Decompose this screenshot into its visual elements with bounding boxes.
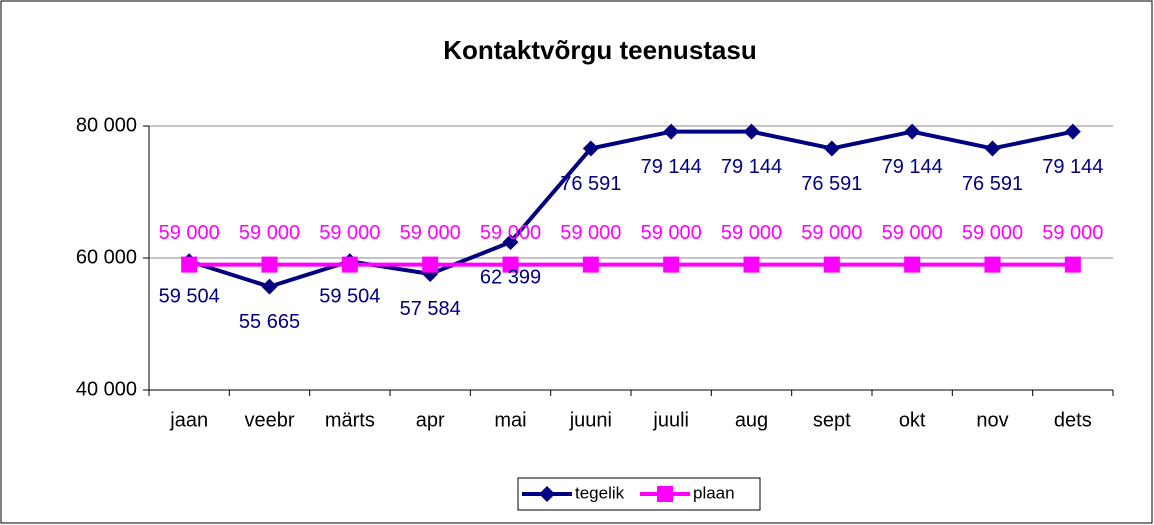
data-label: 59 000 [480,222,541,244]
data-label: 79 144 [1042,156,1103,178]
marker [181,256,198,273]
x-tick-label: märts [325,409,375,431]
legend-label: plaan [693,483,735,502]
data-label: 59 000 [159,222,220,244]
x-tick-label: dets [1054,409,1092,431]
x-tick-label: veebr [244,409,294,431]
data-label: 59 000 [801,222,862,244]
x-tick-label: sept [813,409,851,431]
x-tick-label: mai [494,409,526,431]
marker [823,256,840,273]
marker [261,256,278,273]
data-label: 59 000 [882,222,943,244]
marker [539,486,555,502]
marker [422,256,439,273]
marker [502,256,519,273]
marker [984,140,1001,157]
x-tick-label: aug [735,409,768,431]
data-label: 76 591 [962,173,1023,195]
x-tick-label: jaan [169,409,208,431]
marker [904,256,921,273]
data-label: 79 144 [882,156,943,178]
marker [341,256,358,273]
data-label: 59 000 [400,222,461,244]
data-label: 59 000 [962,222,1023,244]
data-label: 59 000 [721,222,782,244]
data-label: 59 000 [560,222,621,244]
marker [743,123,760,140]
y-tick-label: 80 000 [76,114,137,136]
marker [502,234,519,251]
x-tick-label: apr [416,409,445,431]
data-label: 59 504 [159,286,220,308]
marker [663,123,680,140]
x-tick-label: juuli [652,409,689,431]
marker [582,140,599,157]
y-tick-label: 40 000 [76,378,137,400]
data-label: 59 000 [239,222,300,244]
data-label: 76 591 [560,173,621,195]
marker [984,256,1001,273]
legend: tegelik plaan [517,477,761,511]
marker [1064,123,1081,140]
x-tick-label: juuni [569,409,612,431]
chart-title: Kontaktvõrgu teenustasu [443,35,757,65]
marker [904,123,921,140]
marker [261,278,278,295]
marker [663,256,680,273]
y-tick-label: 60 000 [76,246,137,268]
legend-label: tegelik [575,483,625,502]
marker [657,486,673,502]
data-label: 62 399 [480,266,541,288]
data-label: 55 665 [239,311,300,333]
data-label: 76 591 [801,173,862,195]
data-label: 79 144 [721,156,782,178]
data-label: 57 584 [400,298,461,320]
marker [582,256,599,273]
data-label: 59 000 [319,222,380,244]
x-tick-label: nov [976,409,1008,431]
data-label: 59 504 [319,286,380,308]
marker [1064,256,1081,273]
marker [743,256,760,273]
data-label: 59 000 [1042,222,1103,244]
data-label: 79 144 [641,156,702,178]
data-label: 59 000 [641,222,702,244]
marker [823,140,840,157]
x-tick-label: okt [899,409,926,431]
